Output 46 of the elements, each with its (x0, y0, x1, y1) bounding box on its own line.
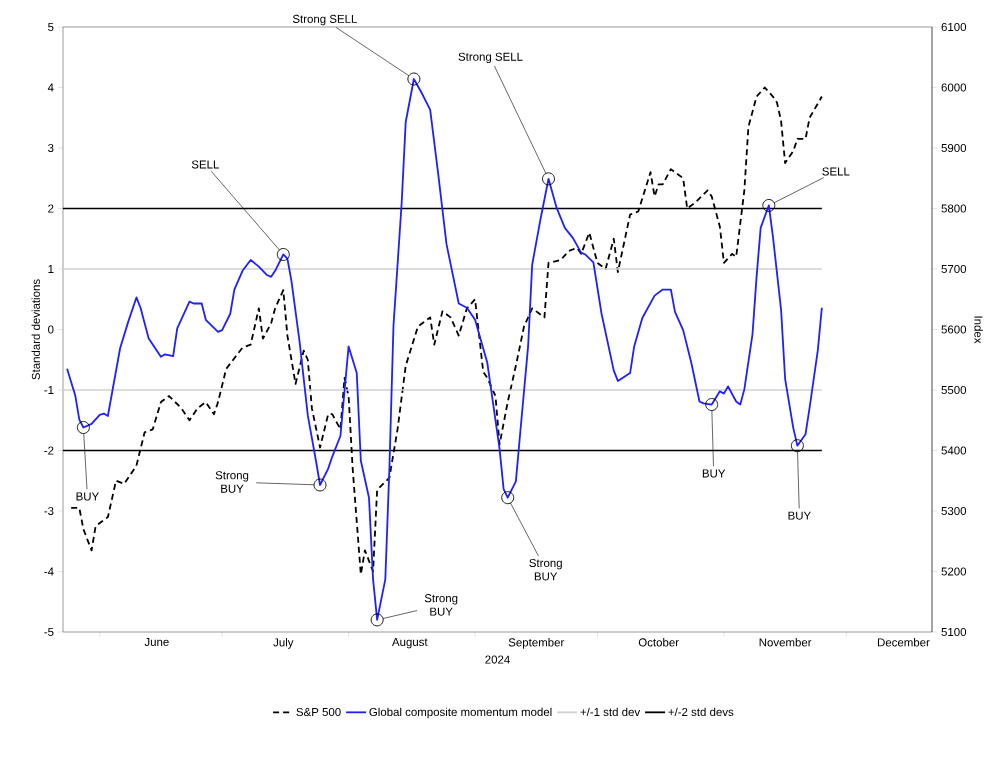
y2-tick-label: 5200 (941, 567, 967, 576)
y2-axis-title: Index (974, 316, 983, 344)
y-tick-label: 1 (48, 265, 54, 273)
annotation: BUY (702, 469, 726, 478)
annotation: BUY (76, 492, 99, 501)
annotation: Strong BUY (215, 471, 249, 493)
y-tick-label: -3 (44, 506, 54, 516)
annotation: Strong SELL (292, 14, 357, 26)
x-tick-label: August (391, 638, 428, 649)
y2-tick-label: 5800 (941, 204, 967, 213)
y-tick-label: -2 (44, 446, 54, 455)
annotation: SELL (191, 160, 219, 169)
y-tick-label: -1 (44, 386, 54, 394)
y-tick-label: 5 (48, 23, 54, 31)
annotation: Strong BUY (529, 558, 562, 581)
y2-tick-label: 5300 (941, 506, 967, 516)
legend-label: S&P 500 (296, 707, 341, 717)
y2-tick-label: 5900 (941, 143, 967, 153)
annotation: Strong BUY (424, 594, 458, 616)
x-tick-label: July (273, 638, 294, 649)
y-axis-title: Standard deviations (31, 279, 40, 380)
x-tick-label: November (759, 638, 812, 647)
y2-tick-label: 5400 (941, 446, 967, 455)
y-tick-label: -5 (44, 628, 54, 636)
annotation: BUY (788, 511, 811, 520)
y2-tick-label: 6100 (941, 22, 967, 32)
y-tick-label: 3 (48, 143, 54, 153)
legend-label: +/-2 std devs (668, 707, 734, 717)
y2-tick-label: 5100 (941, 627, 967, 637)
y2-tick-label: 5600 (941, 325, 967, 334)
x-tick-label: October (638, 638, 679, 647)
x-tick-label: December (877, 638, 930, 647)
x-tick-label: June (144, 638, 169, 647)
y2-tick-label: 5700 (941, 264, 967, 274)
y2-tick-label: 5500 (941, 385, 967, 395)
x-tick-label: September (508, 638, 565, 649)
legend-label: Global composite momentum model (369, 707, 552, 719)
y-tick-label: 4 (47, 83, 54, 92)
annotation: Strong SELL (458, 52, 523, 64)
annotation: SELL (822, 167, 850, 176)
y-tick-label: -4 (44, 567, 54, 576)
legend-label: +/-1 std dev (580, 707, 641, 717)
y2-tick-label: 6000 (941, 83, 967, 92)
x-axis-title: 2024 (485, 655, 510, 664)
y-tick-label: 2 (48, 204, 54, 213)
y-tick-label: 0 (48, 325, 54, 334)
